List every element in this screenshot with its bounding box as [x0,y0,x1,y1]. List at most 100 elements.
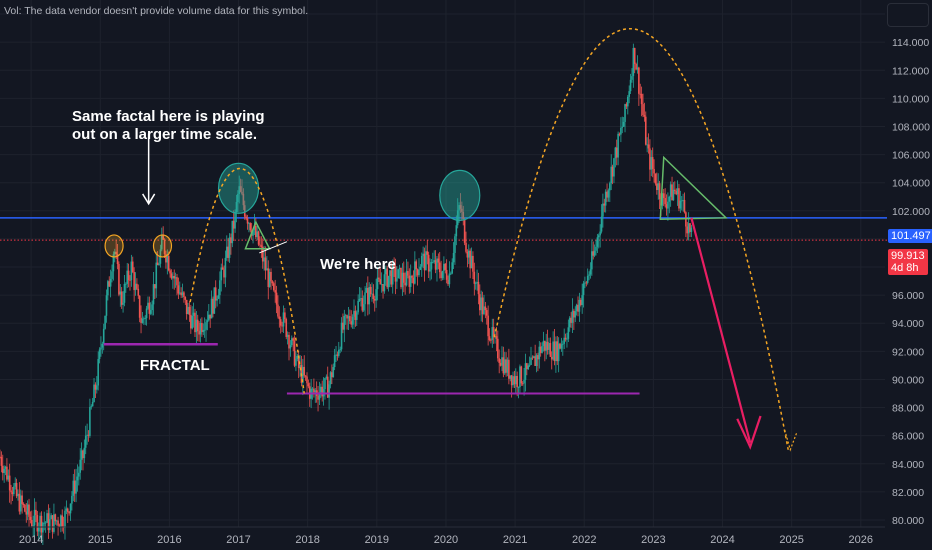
candle-body [183,292,185,298]
candle-body [687,223,690,234]
candle-body [195,319,198,333]
candle-body [156,262,159,266]
candle-body [154,284,156,289]
candle-body [32,525,34,527]
candle-body [155,262,158,289]
candle-body [209,314,211,319]
candle-body [426,251,429,255]
candle-body [577,304,579,312]
candle-body [443,263,445,271]
candle-body [586,275,589,283]
candle-body [624,104,626,122]
candle-body [261,246,264,262]
candle-body [140,317,142,323]
candle-body [217,295,220,299]
candle-body [419,266,422,270]
candle-body [104,315,106,329]
candle-body [376,277,379,290]
candle-body [427,254,430,272]
candle-body [514,375,517,385]
candle-body [584,282,586,284]
candle-body [0,456,3,466]
candle-body [185,299,188,315]
candle-body [429,269,431,272]
fractal-arc-large [493,28,789,450]
candle-body [61,515,64,527]
candle-body [219,280,221,296]
candle-body [438,262,441,273]
candle-body [120,291,123,305]
candle-body [24,504,26,512]
candle-body [621,126,624,128]
candle-body [628,91,630,97]
candle-body [505,359,507,373]
candle-body [230,237,232,244]
candle-body [498,358,500,363]
candle-body [385,268,387,275]
candle-body [459,205,462,209]
annotation-fractal-note: Same factal here is playing out on a lar… [72,108,265,144]
candle-body [257,231,260,245]
candle-body [644,116,647,145]
candle-body [1,465,4,473]
top-right-box[interactable] [887,3,929,27]
candle-body [272,283,275,291]
candle-body [526,363,528,370]
candle-body [650,157,653,170]
candle-body [396,278,398,282]
candle-body [342,322,344,330]
y-tick-label: 104.000 [892,178,930,190]
candle-body [260,245,263,247]
candle-body [136,283,138,289]
candle-body [501,357,503,366]
candle-body [560,344,563,349]
x-tick-label: 2018 [295,534,319,546]
candle-body [242,193,245,206]
candle-body [224,257,227,278]
candle-body [253,225,256,230]
candle-body [4,466,7,469]
candle-body [346,315,348,319]
candle-body [358,298,361,301]
candle-body [643,115,646,117]
candle-body [205,322,207,330]
candle-body [556,341,559,362]
candle-body [333,355,336,368]
candle-body [203,329,206,331]
candle-body [192,312,195,316]
candle-body [603,203,606,206]
candle-body [125,283,127,285]
x-tick-label: 2021 [503,534,527,546]
candle-body [447,279,449,285]
top-circle-small [152,234,173,258]
candle-body [25,511,28,515]
candle-body [633,48,636,64]
candle-body [454,236,456,253]
candle-body [639,93,642,95]
candle-body [527,365,530,370]
candle-body [235,202,238,212]
candle-body [631,76,633,80]
candle-body [187,306,189,315]
candle-body [245,216,247,219]
candle-body [109,278,112,287]
candle-body [597,235,600,238]
x-tick-label: 2026 [849,534,873,546]
candle-body [382,284,384,292]
candle-body [3,468,5,473]
candle-body [369,287,372,295]
candle-body [497,338,499,359]
candle-body [277,304,279,317]
candle-body [228,237,231,258]
candle-body [657,183,660,190]
candle-body [607,190,610,198]
candle-body [528,364,531,366]
candle-body [469,250,471,269]
candle-body [26,504,29,515]
candle-body [289,345,292,349]
candle-body [191,315,194,329]
candle-body [476,281,478,283]
candle-body [83,447,86,459]
candle-body [151,304,153,311]
